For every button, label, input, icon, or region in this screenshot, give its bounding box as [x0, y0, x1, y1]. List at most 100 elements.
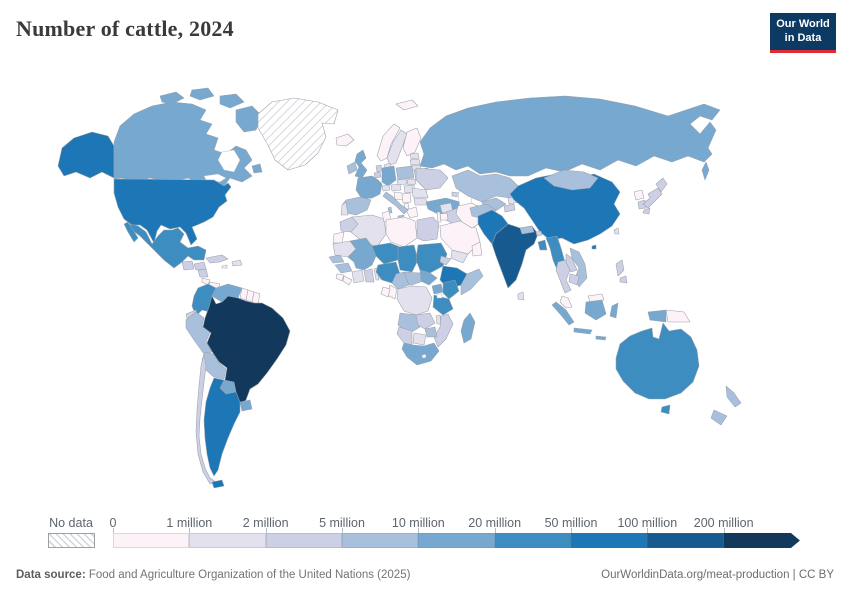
country-south-sudan[interactable]: [419, 269, 438, 286]
country-mozambique[interactable]: [433, 313, 454, 348]
country-south-korea[interactable]: [637, 199, 647, 210]
country-brazil[interactable]: [202, 295, 291, 407]
country-japan-hokkaido[interactable]: [655, 177, 668, 193]
country-java[interactable]: [573, 327, 593, 335]
country-west-papua[interactable]: [647, 309, 667, 323]
country-cameroon[interactable]: [391, 271, 410, 290]
country-madagascar[interactable]: [460, 312, 476, 344]
country-netherlands[interactable]: [375, 164, 383, 173]
country-togo[interactable]: [373, 267, 380, 281]
country-canada-island1[interactable]: [159, 91, 185, 105]
country-jordan[interactable]: [439, 212, 449, 221]
country-canada-island3[interactable]: [219, 93, 245, 109]
country-tasmania[interactable]: [660, 404, 671, 415]
country-slovakia[interactable]: [406, 178, 417, 186]
country-greenland[interactable]: [257, 97, 339, 171]
country-argentina[interactable]: [203, 377, 241, 477]
country-senegal[interactable]: [328, 254, 345, 264]
country-italy[interactable]: [382, 191, 409, 215]
country-belgium[interactable]: [373, 171, 382, 179]
country-oman[interactable]: [471, 241, 483, 257]
country-philippines-mindanao[interactable]: [619, 275, 628, 284]
country-ireland[interactable]: [346, 161, 358, 175]
country-lesser-sunda[interactable]: [595, 335, 607, 341]
footer-link[interactable]: OurWorldinData.org/meat-production | CC …: [601, 569, 834, 581]
country-western-sahara[interactable]: [332, 231, 345, 244]
country-sudan[interactable]: [415, 242, 448, 274]
country-austria[interactable]: [390, 183, 402, 192]
country-uk[interactable]: [354, 149, 368, 179]
legend-bin-50-100 million[interactable]: [570, 533, 648, 548]
country-norway[interactable]: [376, 123, 401, 162]
country-somalia[interactable]: [460, 268, 484, 296]
country-romania[interactable]: [411, 187, 429, 199]
country-poland[interactable]: [395, 165, 415, 181]
country-nicaragua[interactable]: [197, 268, 209, 278]
country-canada[interactable]: [113, 101, 253, 187]
legend-bin-2-5 million[interactable]: [265, 533, 342, 548]
country-nz-south[interactable]: [710, 409, 728, 426]
country-tanzania[interactable]: [432, 294, 454, 316]
country-bhutan[interactable]: [535, 230, 543, 237]
country-jamaica[interactable]: [221, 264, 228, 269]
country-zambia[interactable]: [415, 312, 436, 330]
country-sakhalin[interactable]: [701, 161, 710, 181]
country-tierra-del-fuego[interactable]: [211, 479, 225, 489]
country-japan-kyushu[interactable]: [642, 207, 651, 215]
country-kenya[interactable]: [442, 279, 460, 300]
country-ghana[interactable]: [363, 268, 375, 283]
country-baffin[interactable]: [235, 105, 263, 133]
country-png[interactable]: [665, 309, 691, 323]
country-chile[interactable]: [195, 353, 217, 485]
country-estonia[interactable]: [409, 152, 420, 160]
owid-logo[interactable]: Our World in Data: [770, 13, 836, 53]
country-bulgaria[interactable]: [413, 197, 428, 206]
country-zimbabwe[interactable]: [424, 326, 438, 338]
country-sierra-leone[interactable]: [335, 273, 345, 282]
country-latvia[interactable]: [409, 158, 421, 166]
legend-color-bar[interactable]: [113, 533, 800, 548]
legend-bin-100-200 million[interactable]: [647, 533, 724, 548]
country-libya[interactable]: [385, 216, 418, 248]
country-vietnam[interactable]: [569, 247, 588, 288]
country-hispaniola[interactable]: [231, 259, 243, 267]
country-yemen[interactable]: [450, 249, 469, 264]
country-iceland[interactable]: [335, 133, 355, 147]
country-botswana[interactable]: [412, 332, 427, 346]
legend-bin-20-50 million[interactable]: [494, 533, 571, 548]
country-burkina-faso[interactable]: [353, 258, 373, 271]
country-mongolia[interactable]: [543, 169, 599, 191]
country-kalimantan[interactable]: [584, 299, 607, 321]
country-australia[interactable]: [615, 322, 700, 400]
country-ukraine[interactable]: [415, 167, 449, 191]
country-switzerland[interactable]: [381, 184, 391, 192]
country-ivory-coast[interactable]: [351, 269, 365, 284]
country-uruguay[interactable]: [239, 399, 253, 412]
country-tajikistan[interactable]: [503, 203, 516, 213]
country-sumatra[interactable]: [551, 301, 575, 326]
country-philippines-luzon[interactable]: [615, 259, 625, 277]
country-guinea[interactable]: [334, 262, 353, 274]
country-baja[interactable]: [123, 221, 139, 243]
country-north-korea[interactable]: [633, 189, 645, 201]
country-liberia[interactable]: [342, 275, 353, 286]
country-egypt[interactable]: [416, 216, 440, 242]
country-portugal[interactable]: [340, 201, 349, 216]
country-france[interactable]: [355, 175, 383, 200]
country-cuba[interactable]: [205, 254, 229, 264]
country-mexico[interactable]: [129, 223, 207, 269]
country-malaysia[interactable]: [559, 295, 573, 309]
country-guatemala[interactable]: [181, 260, 195, 271]
country-germany[interactable]: [381, 165, 397, 187]
country-dr-congo[interactable]: [396, 285, 433, 316]
country-honduras[interactable]: [193, 261, 207, 271]
country-niger[interactable]: [371, 242, 401, 265]
country-taiwan[interactable]: [613, 227, 620, 235]
country-sweden[interactable]: [386, 129, 408, 166]
legend-bin-200+ million[interactable]: [724, 533, 800, 548]
legend-no-data-swatch[interactable]: [48, 533, 95, 548]
country-chad[interactable]: [397, 244, 419, 273]
country-uganda[interactable]: [431, 283, 444, 295]
country-svalbard[interactable]: [395, 99, 419, 111]
country-japan-honshu[interactable]: [642, 187, 663, 209]
